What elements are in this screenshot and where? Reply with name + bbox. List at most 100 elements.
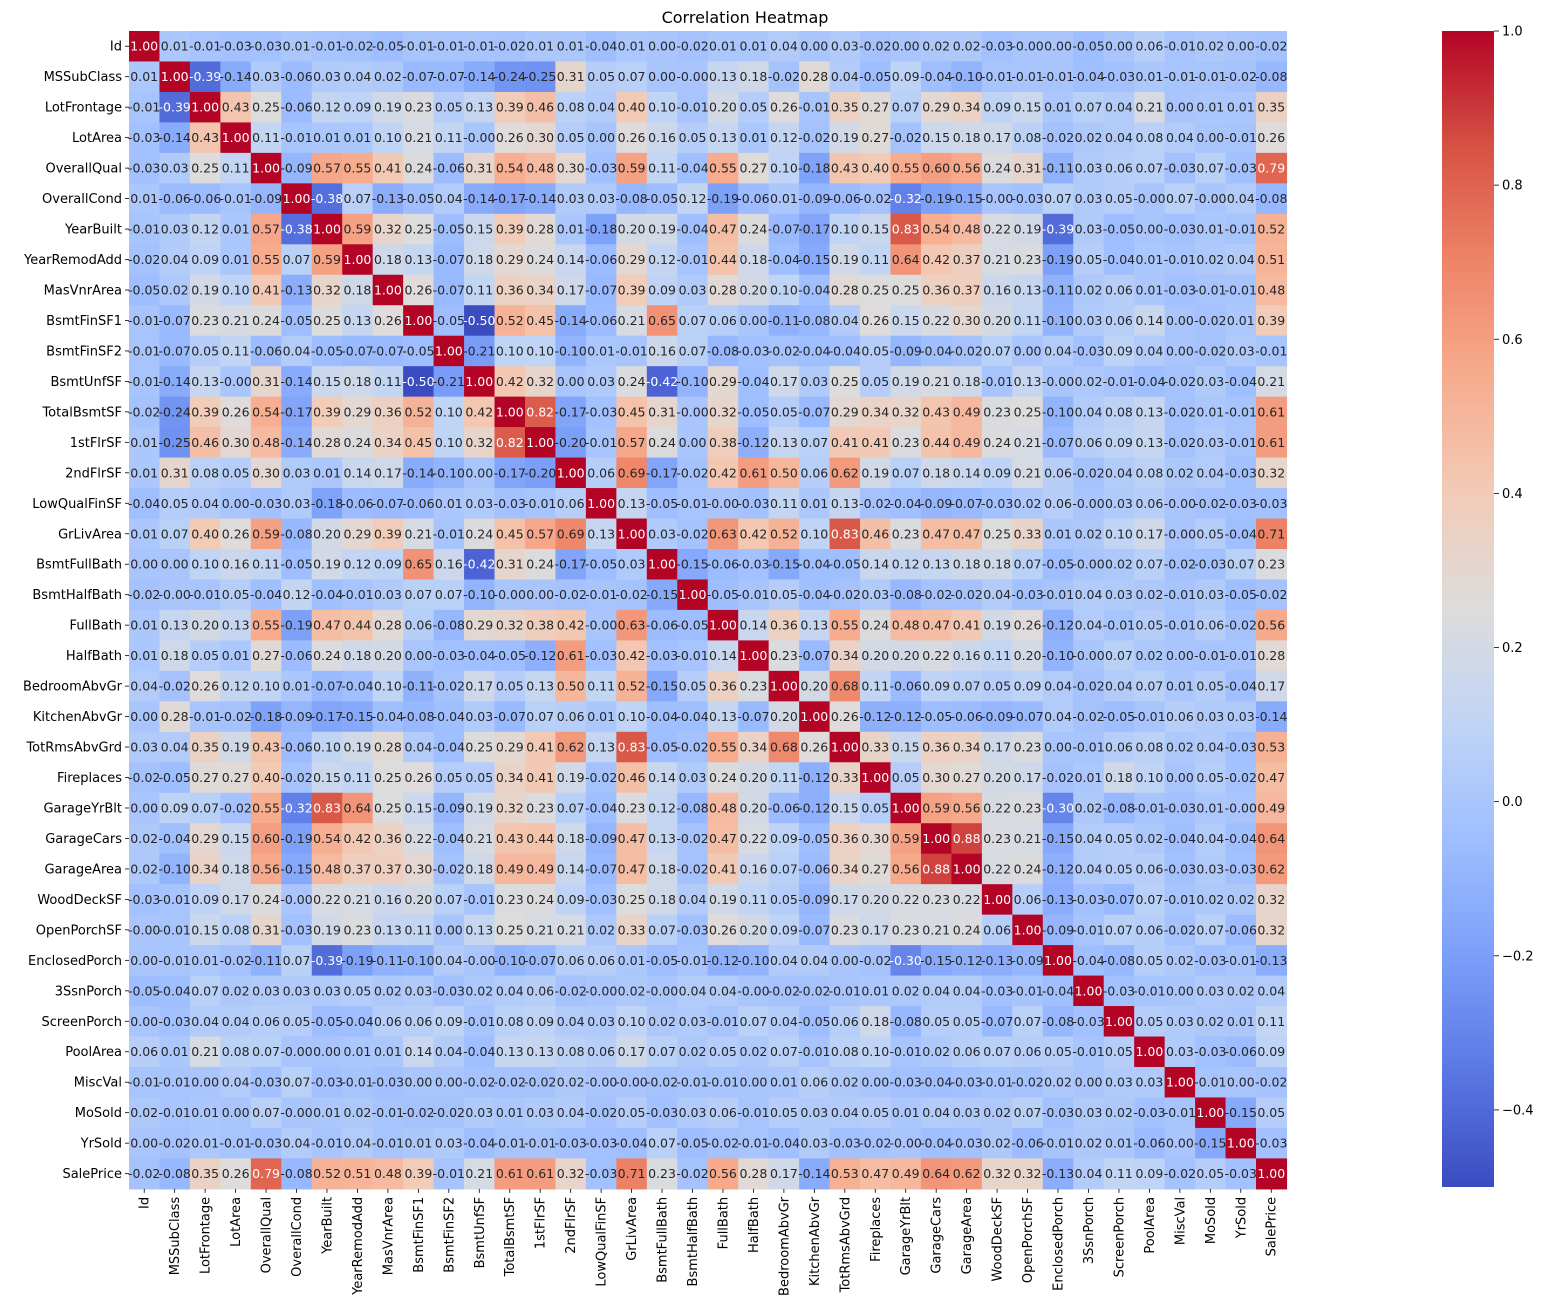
cell-value-label: 0.62 <box>953 1166 981 1181</box>
cell-value-label: -0.01 <box>1225 648 1257 663</box>
cell-value-label: 0.03 <box>1075 222 1103 237</box>
cell-value-label: 0.19 <box>983 618 1011 633</box>
cell-value-label: 0.48 <box>313 861 341 876</box>
heatmap-cell <box>1103 488 1135 520</box>
heatmap-cell <box>1225 366 1257 398</box>
heatmap-cell <box>768 366 800 398</box>
cell-value-label: -0.19 <box>280 618 312 633</box>
heatmap-cell <box>403 579 435 611</box>
y-tick-label: TotalBsmtSF <box>41 405 122 420</box>
cell-value-label: 0.23 <box>648 1166 676 1181</box>
cell-value-label: 0.32 <box>1014 1166 1042 1181</box>
heatmap-cell <box>1073 61 1105 93</box>
heatmap-cell <box>433 305 465 337</box>
cell-value-label: 0.25 <box>1014 404 1042 419</box>
cell-value-label: 0.33 <box>861 740 889 755</box>
heatmap-cell <box>189 213 221 245</box>
heatmap-cell <box>1195 548 1227 581</box>
heatmap-cell <box>1256 91 1288 124</box>
cell-value-label: 0.01 <box>130 618 158 633</box>
heatmap-cell <box>890 244 922 276</box>
cell-value-label: 0.03 <box>313 69 341 84</box>
cell-value-label: 0.06 <box>557 496 585 511</box>
heatmap-cell <box>1012 548 1044 581</box>
heatmap-cell <box>1225 31 1257 63</box>
cell-value-label: 0.07 <box>404 587 432 602</box>
cell-value-label: 0.04 <box>283 1136 311 1151</box>
cell-value-label: 0.04 <box>1166 130 1194 145</box>
heatmap-cell <box>707 396 739 428</box>
heatmap-cell <box>494 31 526 63</box>
heatmap-cell <box>585 579 617 611</box>
cell-value-label: -0.05 <box>676 618 708 633</box>
heatmap-cell <box>1195 518 1227 550</box>
cell-value-label: 0.07 <box>648 1044 676 1059</box>
heatmap-cell <box>920 427 953 459</box>
heatmap-cell <box>281 183 313 215</box>
cell-value-label: -0.05 <box>585 557 617 572</box>
cell-value-label: -0.03 <box>311 1075 343 1090</box>
cell-value-label: 0.05 <box>344 983 372 998</box>
cell-value-label: 0.25 <box>892 283 920 298</box>
heatmap-cell <box>1042 548 1074 581</box>
cell-value-label: 0.04 <box>1105 465 1133 480</box>
cell-value-label: 0.12 <box>648 252 676 267</box>
x-tick-label: YrSold <box>1234 1197 1249 1239</box>
heatmap-cell <box>524 274 557 306</box>
cell-value-label: 0.11 <box>983 648 1011 663</box>
cell-value-label: 0.56 <box>953 800 981 815</box>
heatmap-cell <box>768 305 800 337</box>
heatmap-cell <box>1195 31 1227 63</box>
cell-value-label: 0.30 <box>557 161 585 176</box>
cell-value-label: 0.56 <box>892 861 920 876</box>
cell-value-label: 0.52 <box>1257 222 1285 237</box>
cell-value-label: 0.15 <box>861 222 889 237</box>
cell-value-label: 0.19 <box>374 100 402 115</box>
heatmap-cell <box>799 609 831 641</box>
cell-value-label: 0.21 <box>344 892 372 907</box>
cell-value-label: 0.02 <box>831 1075 859 1090</box>
heatmap-cell <box>1042 457 1074 489</box>
heatmap-cell <box>281 396 313 428</box>
cell-value-label: -0.10 <box>494 953 526 968</box>
cell-value-label: 0.06 <box>983 922 1011 937</box>
cell-value-label: 0.06 <box>252 1014 280 1029</box>
heatmap-cell <box>799 457 831 489</box>
cell-value-label: 0.26 <box>770 100 798 115</box>
cell-value-label: 0.05 <box>770 587 798 602</box>
cell-value-label: -0.11 <box>1042 283 1074 298</box>
cell-value-label: -0.01 <box>341 587 373 602</box>
cell-value-label: -0.14 <box>159 374 191 389</box>
heatmap-cell <box>342 488 374 520</box>
heatmap-cell <box>981 518 1013 550</box>
cell-value-label: -0.02 <box>1164 922 1196 937</box>
cell-value-label: -0.02 <box>341 39 373 54</box>
cell-value-label: -0.01 <box>1225 435 1257 450</box>
cell-value-label: 0.06 <box>1105 313 1133 328</box>
heatmap-cell <box>403 244 435 276</box>
cell-value-label: -0.02 <box>1225 69 1257 84</box>
cell-value-label: -0.08 <box>1255 69 1287 84</box>
heatmap-cell <box>464 91 496 124</box>
cell-value-label: 0.32 <box>1257 892 1285 907</box>
heatmap-cell <box>403 31 435 63</box>
heatmap-cell <box>129 518 161 550</box>
heatmap-cell <box>1012 335 1044 367</box>
x-tick-label: GarageCars <box>930 1197 945 1274</box>
heatmap-cell <box>799 152 831 184</box>
cell-value-label: 0.14 <box>953 465 981 480</box>
cell-value-label: 0.07 <box>1135 892 1163 907</box>
heatmap-cell <box>1073 183 1105 215</box>
cell-value-label: 0.26 <box>222 404 250 419</box>
cell-value-label: 0.04 <box>557 1014 585 1029</box>
heatmap-cell <box>585 152 617 184</box>
heatmap-cell <box>311 488 343 520</box>
cell-value-label: -0.04 <box>159 831 191 846</box>
cell-value-label: 0.83 <box>831 526 859 541</box>
cell-value-label: -0.11 <box>372 953 404 968</box>
cell-value-label: 0.01 <box>1105 1136 1133 1151</box>
cell-value-label: 0.05 <box>770 1105 798 1120</box>
cell-value-label: 0.19 <box>344 740 372 755</box>
cell-value-label: 1.00 <box>1196 1105 1224 1120</box>
x-tick-label: OverallCond <box>290 1197 305 1277</box>
